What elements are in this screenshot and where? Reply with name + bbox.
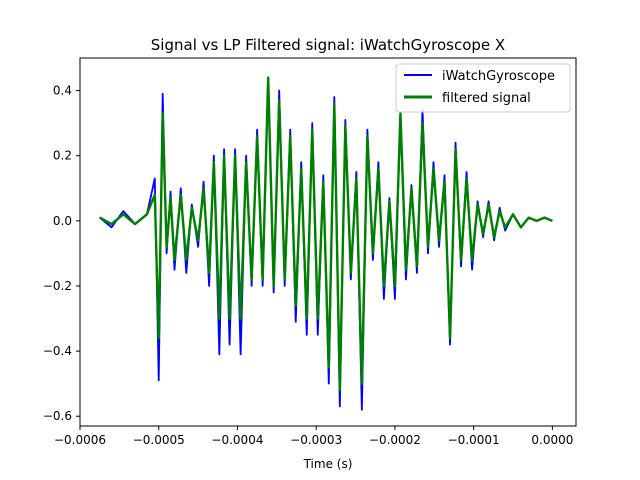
legend: iWatchGyroscope filtered signal: [395, 63, 571, 113]
x-tick-label: −0.0006: [54, 433, 106, 447]
series-layer: [99, 76, 553, 411]
plot-frame: [79, 57, 577, 427]
x-tick-label: −0.0005: [133, 433, 185, 447]
y-tick-label: −0.2: [43, 279, 72, 293]
y-tick-label: −0.4: [43, 344, 72, 358]
x-tick-label: −0.0004: [211, 433, 263, 447]
y-axis: 0.4 0.2 0.0 −0.2 −0.4 −0.6: [43, 84, 80, 423]
x-axis-label: Time (s): [303, 457, 353, 471]
y-tick-label: 0.0: [53, 214, 72, 228]
y-tick-label: 0.2: [53, 149, 72, 163]
x-tick-label: −0.0003: [290, 433, 342, 447]
legend-box: [395, 63, 571, 113]
series-line-filtered-signal: [99, 76, 553, 392]
x-tick-label: 0.0000: [531, 433, 573, 447]
x-axis: −0.0006 −0.0005 −0.0004 −0.0003 −0.0002 −0.00…: [54, 426, 573, 447]
x-tick-label: −0.0001: [448, 433, 500, 447]
y-tick-label: 0.4: [53, 84, 72, 98]
chart-title: Signal vs LP Filtered signal: iWatchGyro…: [151, 36, 505, 54]
legend-label-iwatchgyroscope: iWatchGyroscope: [442, 69, 555, 84]
x-tick-label: −0.0002: [369, 433, 421, 447]
y-tick-label: −0.6: [43, 409, 72, 423]
legend-label-filtered-signal: filtered signal: [442, 91, 531, 106]
